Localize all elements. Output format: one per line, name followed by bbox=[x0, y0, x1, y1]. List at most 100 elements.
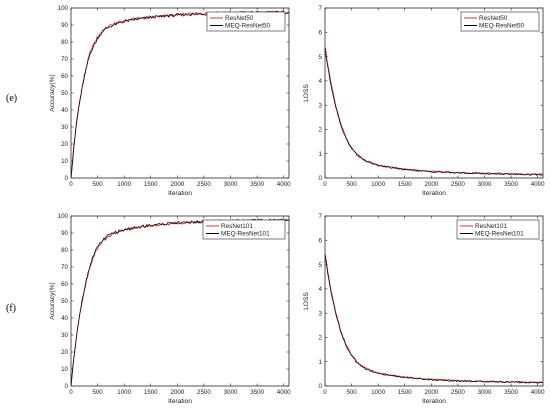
y-tick-label: 0 bbox=[65, 175, 69, 182]
y-tick-label: 50 bbox=[61, 298, 68, 305]
y-axis-label: Accuracy(%) bbox=[49, 74, 56, 111]
y-tick-label: 60 bbox=[61, 281, 68, 288]
x-tick-label: 500 bbox=[346, 181, 357, 188]
x-axis-label: Iteration bbox=[168, 190, 192, 197]
y-tick-label: 10 bbox=[61, 158, 68, 165]
y-tick-label: 5 bbox=[319, 262, 323, 269]
x-tick-label: 1500 bbox=[398, 389, 412, 396]
y-tick-label: 60 bbox=[61, 73, 68, 80]
x-tick-label: 0 bbox=[69, 389, 73, 396]
x-axis-label: Iteration bbox=[422, 190, 446, 197]
y-tick-label: 3 bbox=[319, 310, 323, 317]
chart-loss-resnet101: 0 500 1000 1500 2000 2500 3000 3500 4000 0 1 2 3 4 5 6 7… bbox=[303, 213, 545, 405]
plot-area bbox=[70, 7, 290, 179]
y-tick-label: 50 bbox=[61, 90, 68, 97]
x-axis-label: Iteration bbox=[168, 398, 192, 405]
y-tick-label: 1 bbox=[319, 359, 323, 366]
plot-area bbox=[324, 215, 544, 387]
y-tick-label: 7 bbox=[319, 5, 323, 12]
y-tick-label: 90 bbox=[61, 22, 68, 29]
y-axis-label: Accuracy(%) bbox=[49, 282, 56, 319]
legend-box bbox=[460, 11, 540, 32]
legend-label: MEQ-ResNet101 bbox=[475, 231, 524, 238]
y-tick-label: 70 bbox=[61, 56, 68, 63]
legend-label: MEQ-ResNet101 bbox=[221, 231, 270, 238]
series-line-meq-resnet101 bbox=[324, 254, 544, 384]
y-tick-label: 4 bbox=[319, 78, 323, 85]
x-tick-label: 1000 bbox=[371, 181, 385, 188]
plot-area bbox=[324, 7, 544, 179]
y-tick-label: 80 bbox=[61, 39, 68, 46]
x-tick-label: 0 bbox=[323, 389, 327, 396]
x-tick-label: 1000 bbox=[371, 389, 385, 396]
x-axis-label: Iteration bbox=[422, 398, 446, 405]
x-tick-label: 4000 bbox=[531, 181, 545, 188]
legend-label: ResNet101 bbox=[475, 223, 507, 230]
y-tick-label: 3 bbox=[319, 102, 323, 109]
legend-box bbox=[202, 219, 286, 240]
series-line-meq-resnet101 bbox=[70, 218, 290, 387]
y-tick-label: 5 bbox=[319, 54, 323, 61]
chart-accuracy-resnet101: 0 500 1000 1500 2000 2500 3000 3500 4000 0 10 20 30 4… bbox=[49, 213, 291, 405]
legend-label: ResNet50 bbox=[225, 15, 254, 22]
x-tick-label: 3000 bbox=[478, 389, 492, 396]
y-axis-label: LOSS bbox=[303, 84, 310, 102]
panel-label-f: (f) bbox=[6, 303, 16, 314]
y-tick-label: 40 bbox=[61, 315, 68, 322]
x-tick-label: 2000 bbox=[170, 181, 184, 188]
x-tick-label: 500 bbox=[346, 389, 357, 396]
y-tick-label: 20 bbox=[61, 349, 68, 356]
x-tick-label: 3500 bbox=[504, 389, 518, 396]
chart-accuracy-resnet50: 0 500 1000 1500 2000 2500 3000 3500 4000 0 10 20 30 4… bbox=[49, 5, 291, 197]
y-tick-label: 1 bbox=[319, 151, 323, 158]
legend-box bbox=[456, 219, 540, 240]
x-tick-label: 0 bbox=[323, 181, 327, 188]
y-tick-label: 2 bbox=[319, 127, 323, 134]
x-tick-label: 4000 bbox=[277, 181, 291, 188]
y-tick-label: 0 bbox=[319, 383, 323, 390]
y-tick-label: 0 bbox=[65, 383, 69, 390]
legend-label: MEQ-ResNet50 bbox=[479, 23, 525, 30]
y-tick-label: 80 bbox=[61, 247, 68, 254]
y-tick-label: 100 bbox=[58, 213, 69, 220]
y-tick-label: 10 bbox=[61, 366, 68, 373]
x-tick-label: 2500 bbox=[451, 181, 465, 188]
x-tick-label: 3000 bbox=[224, 389, 238, 396]
series-line-meq-resnet50 bbox=[324, 48, 544, 176]
x-tick-label: 2500 bbox=[197, 389, 211, 396]
x-tick-label: 1500 bbox=[144, 389, 158, 396]
chart-loss-resnet50: 0 500 1000 1500 2000 2500 3000 3500 4000 0 1 2 3 4 5 6 7… bbox=[303, 5, 545, 197]
x-tick-label: 3500 bbox=[250, 389, 264, 396]
y-tick-label: 30 bbox=[61, 124, 68, 131]
x-tick-label: 500 bbox=[92, 181, 103, 188]
x-tick-label: 2500 bbox=[451, 389, 465, 396]
x-tick-label: 4000 bbox=[531, 389, 545, 396]
x-tick-label: 1000 bbox=[117, 389, 131, 396]
panel-label-e: (e) bbox=[6, 93, 17, 104]
y-axis-label: LOSS bbox=[303, 292, 310, 310]
y-tick-label: 7 bbox=[319, 213, 323, 220]
y-tick-label: 100 bbox=[58, 5, 69, 12]
legend-label: ResNet101 bbox=[221, 223, 253, 230]
x-tick-label: 3500 bbox=[504, 181, 518, 188]
x-tick-label: 500 bbox=[92, 389, 103, 396]
y-tick-label: 0 bbox=[319, 175, 323, 182]
y-tick-label: 30 bbox=[61, 332, 68, 339]
x-tick-label: 0 bbox=[69, 181, 73, 188]
legend-label: ResNet50 bbox=[479, 15, 508, 22]
y-tick-label: 90 bbox=[61, 230, 68, 237]
x-tick-label: 3000 bbox=[224, 181, 238, 188]
plot-area bbox=[70, 215, 290, 387]
x-tick-label: 2000 bbox=[170, 389, 184, 396]
x-tick-label: 2000 bbox=[424, 389, 438, 396]
legend-label: MEQ-ResNet50 bbox=[225, 23, 271, 30]
x-tick-label: 3000 bbox=[478, 181, 492, 188]
x-tick-label: 1500 bbox=[144, 181, 158, 188]
x-tick-label: 2500 bbox=[197, 181, 211, 188]
y-tick-label: 20 bbox=[61, 141, 68, 148]
y-tick-label: 6 bbox=[319, 29, 323, 36]
y-tick-label: 70 bbox=[61, 264, 68, 271]
y-tick-label: 6 bbox=[319, 237, 323, 244]
x-tick-label: 3500 bbox=[250, 181, 264, 188]
